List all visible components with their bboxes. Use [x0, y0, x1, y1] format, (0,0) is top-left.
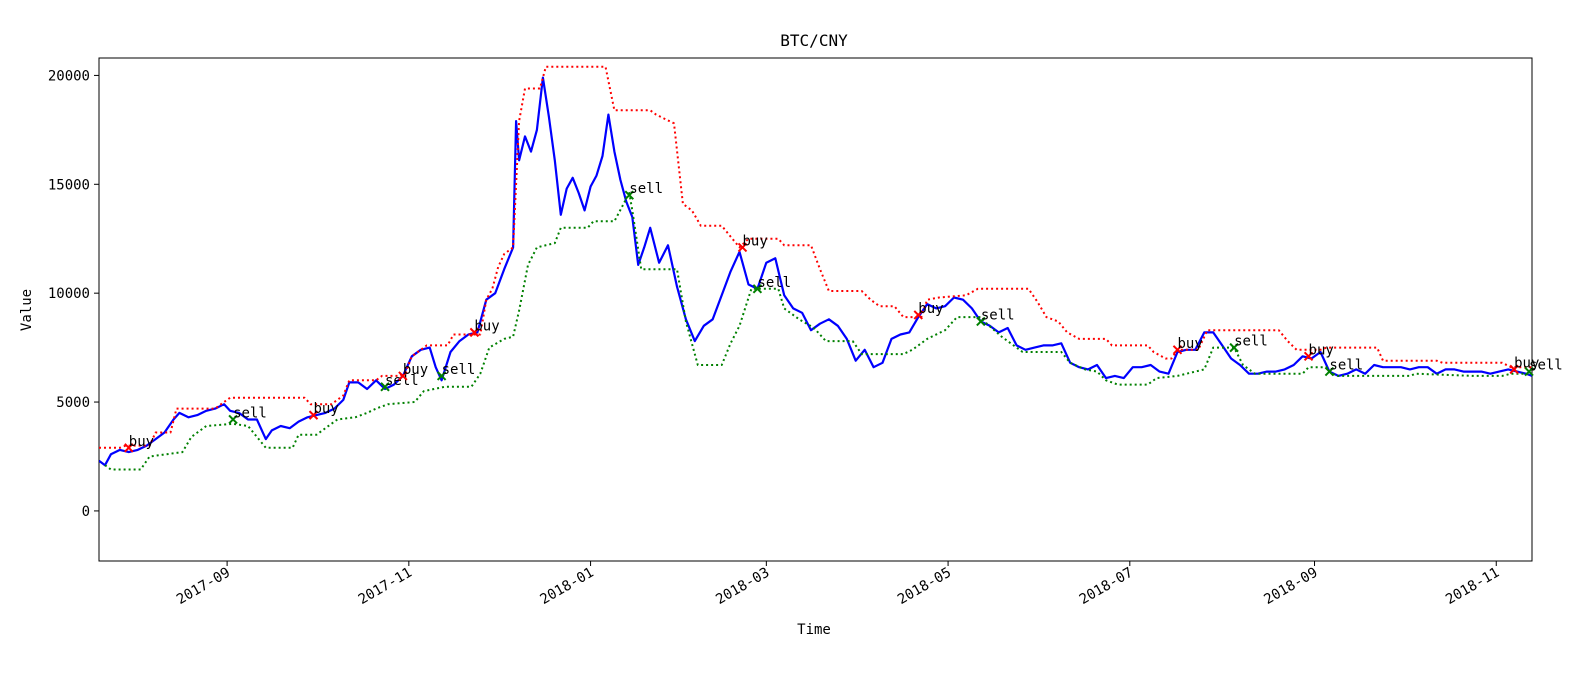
signal-marker-buy	[737, 242, 748, 253]
signal-label-buy: buy	[474, 318, 499, 334]
signal-marker-sell	[436, 371, 447, 381]
signal-label-buy: buy	[743, 233, 768, 249]
signal-label-sell: sell	[1329, 358, 1363, 374]
signal-label-sell: sell	[757, 275, 791, 291]
signal-marker-sell	[1324, 366, 1335, 377]
signal-marker-buy	[469, 327, 480, 338]
signal-label-sell: sell	[385, 373, 419, 389]
signal-marker-sell	[976, 316, 986, 327]
signal-marker-buy	[124, 443, 134, 453]
x-tick-label: 2017-11	[356, 565, 415, 608]
x-axis-title: Time	[797, 622, 831, 638]
y-tick-label: 10000	[48, 286, 90, 302]
signal-label-sell: sell	[442, 362, 476, 378]
signal-marker-buy	[1303, 351, 1314, 362]
signal-label-sell: sell	[629, 181, 663, 197]
signal-marker-buy	[398, 371, 408, 381]
signal-marker-sell	[1524, 366, 1534, 377]
signal-marker-sell	[228, 414, 238, 425]
signal-label-buy: buy	[918, 301, 943, 317]
series-line-price	[99, 76, 1532, 467]
x-tick-label: 2018-01	[537, 565, 596, 608]
signal-marker-buy	[1172, 345, 1183, 355]
signal-marker-sell	[380, 382, 390, 392]
signal-marker-buy	[1509, 364, 1519, 375]
signal-label-buy: buy	[403, 362, 428, 378]
signal-label-buy: buy	[1309, 342, 1334, 358]
signal-marker-sell	[624, 190, 635, 200]
x-tick-label: 2018-11	[1443, 565, 1502, 608]
signal-label-sell: sell	[981, 307, 1015, 323]
chart-title: BTC/CNY	[780, 31, 848, 50]
x-tick-label: 2017-09	[174, 565, 233, 608]
signal-label-sell: sell	[233, 405, 267, 421]
signal-label-buy: buy	[314, 401, 339, 417]
y-tick-label: 0	[82, 504, 90, 520]
y-tick-label: 5000	[56, 395, 90, 411]
signal-label-sell: sell	[1529, 358, 1563, 374]
x-axis: 2017-09 2017-11 2018-01 2018-03 2018-05 2018-…	[174, 561, 1502, 608]
y-tick-label: 15000	[48, 177, 90, 193]
x-tick-label: 2018-09	[1261, 565, 1320, 608]
signal-marker-buy	[913, 310, 923, 320]
series-line-lower	[104, 192, 1532, 471]
signal-marker-buy	[308, 410, 319, 420]
series-line-upper	[99, 65, 1532, 449]
y-tick-label: 20000	[48, 68, 90, 84]
signal-label-sell: sell	[1234, 334, 1268, 350]
x-tick-label: 2018-03	[713, 565, 772, 608]
plot-area-frame	[98, 57, 1533, 562]
series-layer	[99, 65, 1532, 471]
signal-label-buy: buy	[1177, 336, 1202, 352]
signal-marker-sell	[1229, 342, 1239, 353]
signal-label-buy: buy	[1514, 355, 1539, 371]
y-axis: 0 5000 10000 15000 20000	[48, 68, 99, 520]
x-tick-label: 2018-07	[1077, 565, 1136, 608]
signal-marker-sell	[752, 284, 763, 294]
x-tick-label: 2018-05	[895, 565, 954, 608]
y-axis-title: Value	[19, 289, 35, 331]
signal-label-buy: buy	[129, 434, 154, 450]
